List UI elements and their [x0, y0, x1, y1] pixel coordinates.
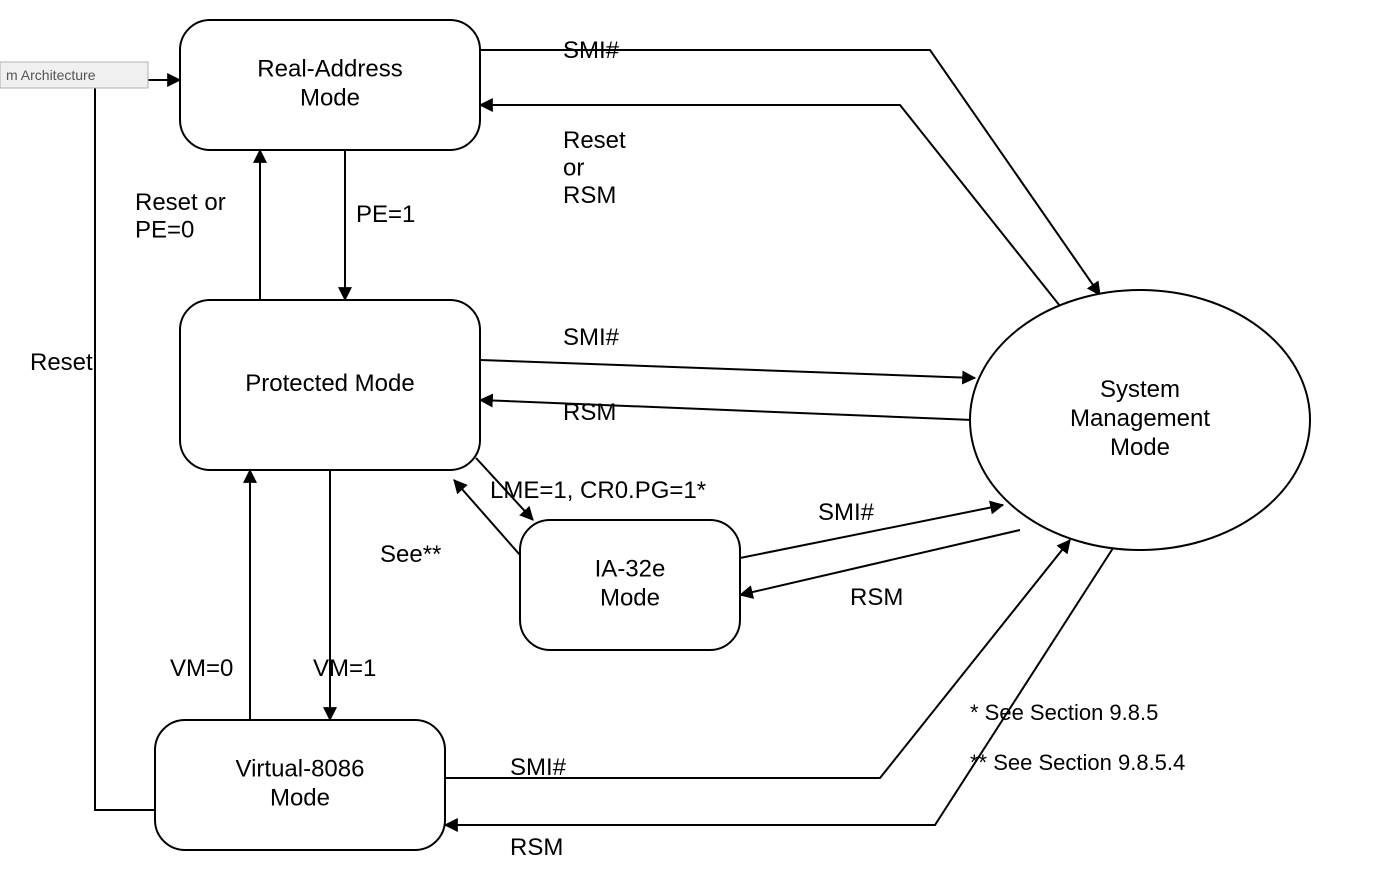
footnote-1: ** See Section 9.8.5.4: [970, 750, 1185, 775]
cropped-badge-text: m Architecture: [6, 67, 96, 83]
edge-label-smm-to-real-rsm: ResetorRSM: [563, 127, 626, 209]
edge-label-smm-to-v8086-rsm: RSM: [510, 834, 563, 861]
node-label-protected: Protected Mode: [245, 370, 414, 397]
edge-label-v8086-to-real-reset: Reset: [30, 349, 93, 376]
edge-label-protected-to-v8086: VM=1: [313, 655, 376, 682]
edge-label-protected-to-smm-smi: SMI#: [563, 324, 620, 351]
edge-label-smm-to-ia32e-rsm: RSM: [850, 584, 903, 611]
edge-label-real-to-smm-smi: SMI#: [563, 37, 620, 64]
footnote-0: * See Section 9.8.5: [970, 700, 1158, 725]
edge-label-v8086-to-smm-smi: SMI#: [510, 754, 567, 781]
edge-protected-to-smm-smi: [480, 360, 975, 378]
node-label-ia32e: IA-32eMode: [595, 556, 666, 612]
edge-label-ia32e-to-smm-smi: SMI#: [818, 499, 875, 526]
edge-smm-to-protected-rsm: [480, 400, 973, 420]
edge-label-real-to-protected: PE=1: [356, 201, 415, 228]
mode-transition-diagram: PE=1 Reset orPE=0 VM=1 VM=0 Reset SMI# Resetor…: [0, 0, 1388, 876]
edge-label-smm-to-protected-rsm: RSM: [563, 399, 616, 426]
edge-label-protected-to-real: Reset orPE=0: [135, 189, 226, 244]
edge-label-protected-to-ia32e: LME=1, CR0.PG=1*: [490, 477, 706, 504]
edge-label-ia32e-to-protected: See**: [380, 541, 441, 568]
edge-label-v8086-to-protected: VM=0: [170, 655, 233, 682]
